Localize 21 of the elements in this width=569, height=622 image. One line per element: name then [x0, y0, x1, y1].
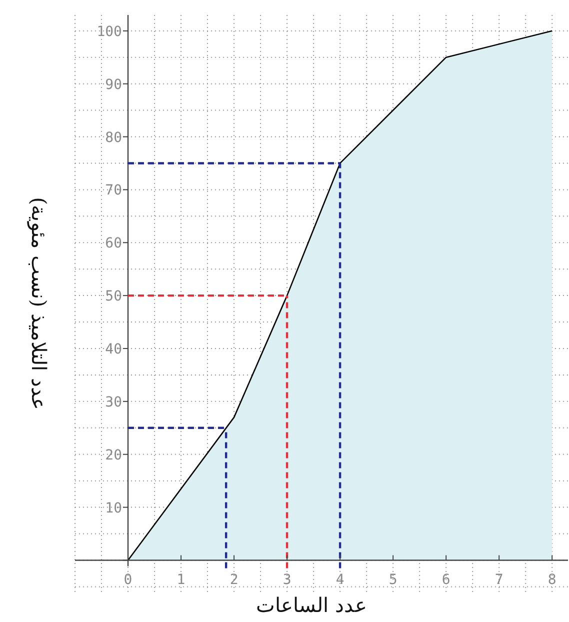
- y-tick-label: 50: [105, 288, 122, 305]
- x-tick-label: 4: [336, 572, 344, 588]
- x-tick-label: 3: [282, 572, 292, 588]
- y-tick-label: 100: [96, 24, 122, 40]
- y-tick-label: 60: [105, 236, 122, 252]
- x-tick-label: 0: [124, 572, 132, 588]
- y-tick-label: 70: [105, 182, 122, 199]
- y-tick-label: 90: [105, 76, 122, 93]
- y-tick-label: 20: [105, 447, 122, 464]
- y-axis-title: عدد التلاميذ (نسب مئوية): [27, 197, 51, 410]
- x-tick-label: 1: [176, 572, 186, 588]
- y-tick-label: 40: [105, 341, 122, 358]
- y-tick-label: 30: [105, 394, 122, 410]
- x-tick-label: 7: [494, 572, 504, 588]
- x-tick-label: 6: [442, 572, 450, 588]
- x-axis-title: عدد الساعات: [256, 593, 368, 617]
- x-tick-label: 2: [230, 572, 238, 588]
- y-tick-label: 10: [105, 500, 122, 516]
- x-tick-label: 5: [388, 572, 398, 588]
- x-tick-label: 8: [548, 572, 556, 588]
- y-tick-label: 80: [105, 130, 122, 146]
